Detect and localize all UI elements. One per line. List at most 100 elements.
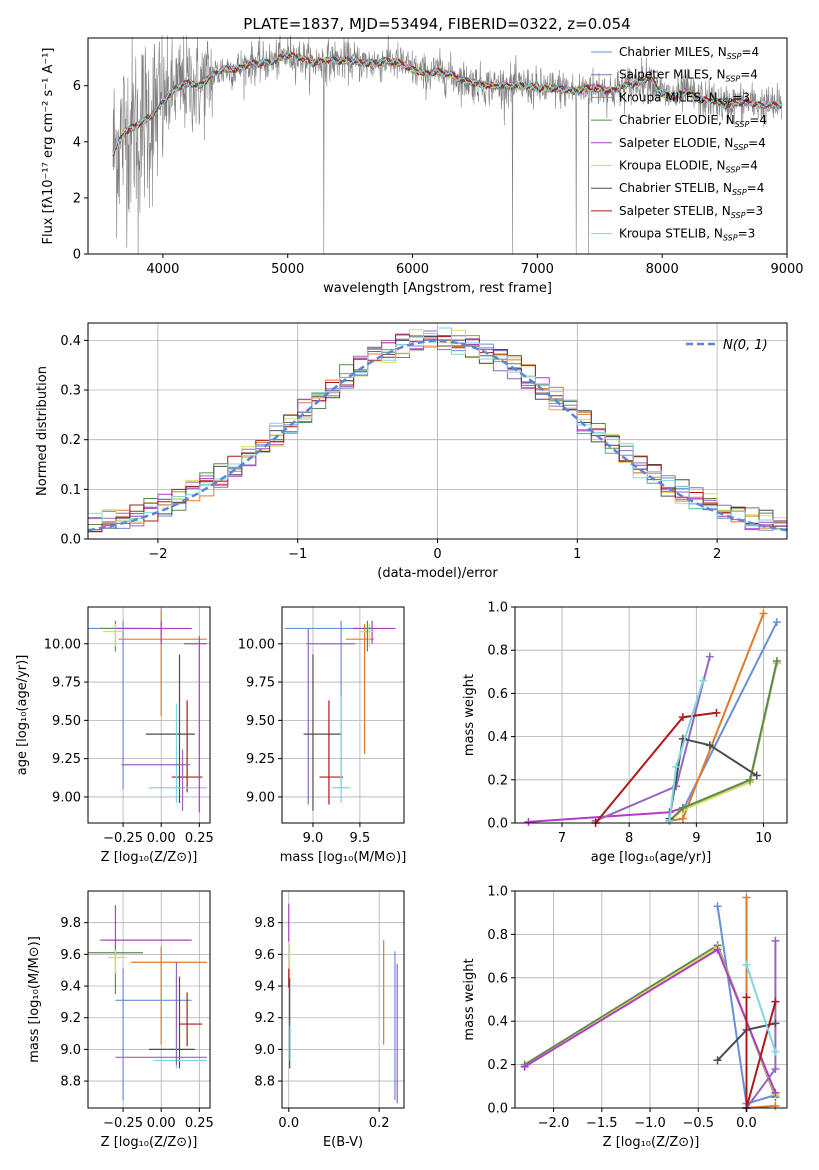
mass-vs-ebv-axes bbox=[281, 890, 405, 1109]
figure-title: PLATE=1837, MJD=53494, FIBERID=0322, z=0… bbox=[243, 15, 630, 33]
normal-curve bbox=[87, 339, 788, 532]
y-axis-label: mass [log₁₀(M/M⊙)] bbox=[27, 936, 42, 1063]
y-tick-label: 0.8 bbox=[487, 928, 508, 943]
histogram-line bbox=[88, 335, 787, 533]
x-tick-label: 0.25 bbox=[185, 831, 214, 846]
series-marker bbox=[742, 893, 751, 902]
y-tick-label: 9.25 bbox=[52, 752, 81, 767]
x-tick-label: −0.25 bbox=[103, 1116, 143, 1131]
x-axis-label: Z [log₁₀(Z/Z⊙)] bbox=[101, 850, 198, 865]
x-axis-label: (data-model)/error bbox=[377, 566, 498, 581]
x-tick-label: 0.25 bbox=[185, 1116, 214, 1131]
y-tick-label: 9.00 bbox=[52, 790, 81, 805]
y-tick-label: 9.50 bbox=[246, 714, 275, 729]
series-marker bbox=[705, 652, 714, 661]
legend-label: Salpeter MILES, NSSP=4 bbox=[619, 68, 758, 84]
x-tick-label: 0.2 bbox=[369, 1116, 390, 1131]
y-tick-label: 6 bbox=[73, 79, 81, 94]
age-vs-mass-axes bbox=[281, 606, 405, 824]
y-tick-label: 9.8 bbox=[254, 916, 275, 931]
series-marker bbox=[712, 708, 721, 717]
y-tick-label: 9.8 bbox=[60, 916, 81, 931]
y-axis-label: mass weight bbox=[462, 958, 477, 1040]
residuals-panel: −2 −1 0 1 2 0.0 0.1 0.2 0.3 0.4 (data-model)/error… bbox=[35, 322, 788, 581]
x-tick-label: −0.5 bbox=[682, 1116, 714, 1131]
y-tick-label: 0.6 bbox=[487, 687, 508, 702]
x-tick-label: 7000 bbox=[521, 262, 554, 277]
y-axis-label: age [log₁₀(age/yr)] bbox=[15, 655, 30, 776]
series-marker bbox=[752, 771, 761, 780]
x-axis-label: Z [log₁₀(Z/Z⊙)] bbox=[101, 1135, 198, 1150]
series-marker bbox=[713, 902, 722, 911]
spectrum-legend: Chabrier MILES, NSSP=4 Salpeter MILES, NS… bbox=[591, 45, 767, 243]
y-axis-label: mass weight bbox=[462, 674, 477, 756]
y-tick-label: 9.75 bbox=[52, 676, 81, 691]
mass-weight-vs-z-axes bbox=[514, 890, 788, 1109]
y-tick-label: 0.8 bbox=[487, 644, 508, 659]
series-marker bbox=[772, 657, 781, 665]
mass-vs-ebv-panel: 0.0 0.2 8.8 9.0 9.2 9.4 9.6 9.8 E(B-V) bbox=[254, 890, 405, 1150]
y-tick-label: 0.2 bbox=[487, 1058, 508, 1073]
series-marker bbox=[772, 618, 781, 627]
series-marker bbox=[678, 814, 687, 823]
x-axis-label: E(B-V) bbox=[323, 1135, 363, 1150]
x-axis-label: age [log₁₀(age/yr)] bbox=[591, 850, 712, 865]
x-tick-label: 0.0 bbox=[736, 1116, 757, 1131]
x-axis-label: wavelength [Angstrom, rest frame] bbox=[323, 281, 552, 296]
series-marker bbox=[759, 609, 768, 618]
mass-weight-vs-age-axes bbox=[514, 606, 788, 824]
y-tick-label: 8.8 bbox=[254, 1075, 275, 1090]
legend-label: Chabrier STELIB, NSSP=4 bbox=[619, 181, 764, 197]
x-tick-label: 7 bbox=[558, 831, 566, 846]
x-tick-label: −1.5 bbox=[586, 1116, 618, 1131]
y-tick-label: 0.0 bbox=[60, 533, 81, 548]
mass-vs-z-panel: −0.25 0.00 0.25 8.8 9.0 9.2 9.4 9.6 9.8 Z [log₁₀(… bbox=[27, 890, 214, 1150]
y-tick-label: 9.6 bbox=[60, 948, 81, 963]
y-tick-label: 0.2 bbox=[487, 773, 508, 788]
x-tick-label: −1.0 bbox=[634, 1116, 666, 1131]
y-tick-label: 10.00 bbox=[44, 637, 81, 652]
y-tick-label: 9.4 bbox=[60, 980, 81, 995]
series-marker bbox=[771, 1019, 780, 1028]
series-marker bbox=[771, 1088, 780, 1097]
x-tick-label: 0.00 bbox=[147, 1116, 176, 1131]
age-vs-z-panel: −0.25 0.00 0.25 9.00 9.25 9.50 9.75 10.00 Z [log… bbox=[15, 606, 214, 865]
y-tick-label: 0.4 bbox=[60, 334, 81, 349]
y-tick-label: 9.0 bbox=[254, 1043, 275, 1058]
x-tick-label: 9000 bbox=[770, 262, 803, 277]
y-tick-label: 9.25 bbox=[246, 752, 275, 767]
x-tick-label: 0.0 bbox=[278, 1116, 299, 1131]
y-tick-label: 9.00 bbox=[246, 790, 275, 805]
series-marker bbox=[771, 1064, 780, 1073]
y-tick-label: 0.4 bbox=[487, 730, 508, 745]
x-tick-label: 5000 bbox=[271, 262, 304, 277]
mass-weight-vs-age-panel: 7 8 9 10 0.0 0.2 0.4 0.6 0.8 1.0 age [log₁₀(age/yr… bbox=[462, 601, 788, 865]
y-tick-label: 8.8 bbox=[60, 1075, 81, 1090]
y-tick-label: 0.2 bbox=[60, 433, 81, 448]
y-tick-label: 2 bbox=[73, 191, 81, 206]
series-marker bbox=[520, 1062, 529, 1071]
x-tick-label: 9 bbox=[692, 831, 700, 846]
series-marker bbox=[672, 762, 681, 771]
x-tick-label: 6000 bbox=[396, 262, 429, 277]
legend-label: Salpeter STELIB, NSSP=3 bbox=[619, 204, 763, 220]
legend-label: Chabrier ELODIE, NSSP=4 bbox=[619, 113, 767, 129]
x-tick-label: 8000 bbox=[646, 262, 679, 277]
series-line bbox=[668, 660, 778, 822]
y-tick-label: 0.4 bbox=[487, 1015, 508, 1030]
spectrum-axes bbox=[87, 37, 788, 255]
y-tick-label: 10.00 bbox=[238, 637, 275, 652]
series-line bbox=[745, 964, 777, 1052]
x-axis-label: mass [log₁₀(M/M⊙)] bbox=[280, 850, 407, 865]
x-tick-label: 10 bbox=[755, 831, 772, 846]
legend-label: N(0, 1) bbox=[723, 338, 768, 353]
series-marker bbox=[771, 936, 780, 945]
x-tick-label: −0.25 bbox=[103, 831, 143, 846]
series-marker bbox=[699, 676, 708, 685]
legend-label: Kroupa MILES, NSSP=3 bbox=[619, 90, 750, 106]
legend-label: Kroupa ELODIE, NSSP=4 bbox=[619, 159, 758, 175]
legend-label: Salpeter ELODIE, NSSP=4 bbox=[619, 136, 766, 152]
histogram-line bbox=[88, 327, 787, 527]
x-tick-label: 0.00 bbox=[147, 831, 176, 846]
y-tick-label: 9.0 bbox=[60, 1043, 81, 1058]
